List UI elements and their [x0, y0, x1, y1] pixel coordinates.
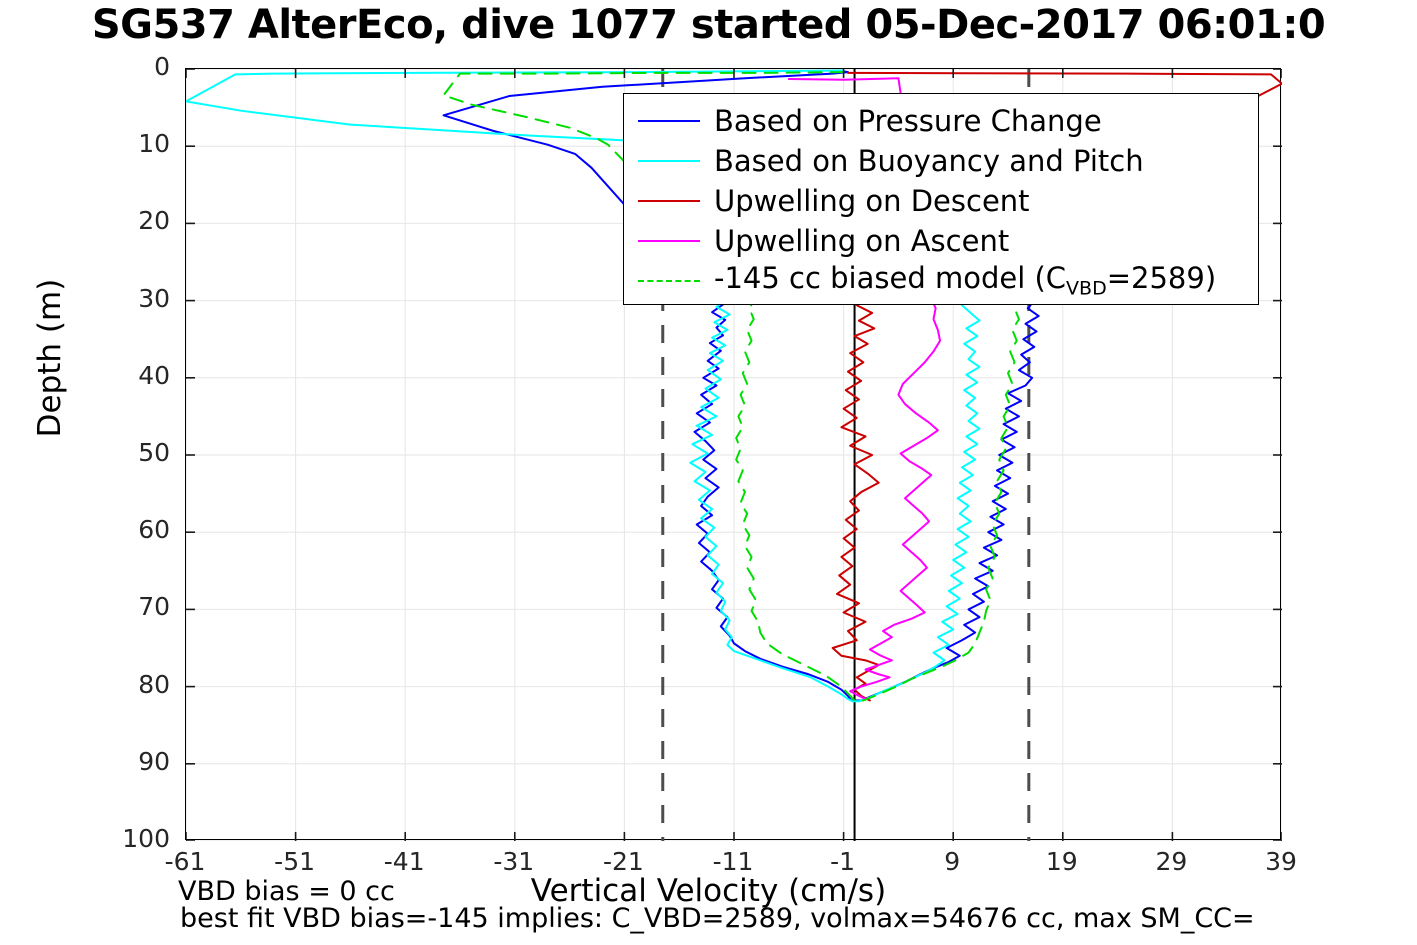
y-axis-label: Depth (m) [32, 278, 68, 438]
series-line-1 [186, 69, 981, 703]
tick-marks [186, 69, 1282, 841]
data-series [186, 69, 1282, 703]
y-tick-label: 20 [138, 206, 170, 236]
legend-line-swatch-icon [638, 112, 700, 130]
best-fit-annotation: best fit VBD bias=-145 implies: C_VBD=25… [180, 903, 1255, 934]
series-line-2 [831, 71, 1282, 702]
y-tick-label: 40 [138, 360, 170, 390]
y-tick-label: 0 [154, 52, 170, 81]
x-tick-label: -41 [383, 847, 425, 876]
x-tick-label: -11 [712, 847, 754, 876]
y-tick-label: 60 [138, 515, 170, 545]
legend-item-1[interactable]: Based on Buoyancy and Pitch [624, 142, 1258, 180]
page-title: SG537 AlterEco, dive 1077 started 05-Dec… [91, 2, 1326, 48]
y-tick-label: 10 [138, 129, 170, 159]
series-line-0 [442, 70, 1040, 702]
x-tick-label: -51 [274, 847, 316, 876]
vbd-bias-annotation: VBD bias = 0 cc [178, 876, 395, 907]
legend-item-3[interactable]: Upwelling on Ascent [624, 222, 1258, 260]
series-line-4 [442, 71, 1020, 702]
y-tick-label: 100 [122, 824, 170, 853]
legend-line-swatch-icon [638, 272, 700, 290]
legend-box: Based on Pressure Change Based on Buoyanc… [623, 93, 1259, 305]
legend-line-swatch-icon [638, 232, 700, 250]
y-tick-label: 80 [138, 669, 170, 699]
x-tick-label: 39 [1265, 847, 1297, 876]
legend-item-label: Upwelling on Descent [714, 183, 1030, 218]
x-axis-label: Vertical Velocity (cm/s) [530, 873, 887, 909]
legend-line-swatch-icon [638, 192, 700, 210]
legend-item-2[interactable]: Upwelling on Descent [624, 182, 1258, 220]
x-tick-label: 9 [944, 847, 961, 876]
legend-line-swatch-icon [638, 152, 700, 170]
series-line-3 [787, 77, 942, 700]
y-tick-label: 90 [138, 746, 170, 776]
y-tick-label: 30 [138, 283, 170, 313]
y-tick-label: 50 [138, 438, 170, 467]
legend-item-label: Based on Pressure Change [714, 103, 1102, 138]
legend-item-0[interactable]: Based on Pressure Change [624, 102, 1258, 140]
x-tick-label: -21 [602, 847, 644, 876]
legend-item-label: -145 cc biased model (CVBD=2589) [714, 260, 1217, 300]
x-tick-label: -61 [164, 847, 206, 876]
x-tick-label: 29 [1155, 847, 1188, 876]
x-tick-label: 19 [1045, 847, 1078, 876]
x-tick-label: -31 [493, 847, 535, 876]
legend-item-label: Based on Buoyancy and Pitch [714, 143, 1144, 178]
legend-item-4[interactable]: -145 cc biased model (CVBD=2589) [624, 262, 1258, 300]
y-tick-label: 70 [138, 592, 170, 622]
x-tick-label: -1 [830, 847, 856, 876]
legend-item-label: Upwelling on Ascent [714, 223, 1010, 258]
